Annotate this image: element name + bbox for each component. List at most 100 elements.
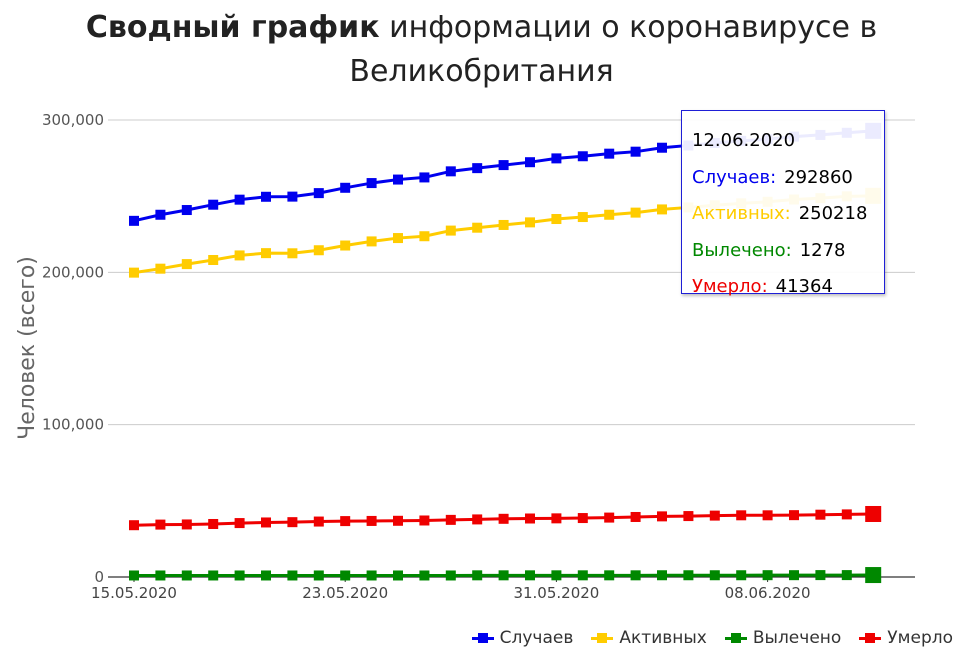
data-point[interactable] — [181, 259, 192, 270]
data-point[interactable] — [313, 516, 324, 527]
data-point[interactable] — [657, 204, 667, 215]
legend-item[interactable]: Случаев — [471, 628, 573, 648]
data-point[interactable] — [208, 254, 219, 265]
data-point[interactable] — [287, 191, 298, 202]
data-point[interactable] — [287, 517, 298, 528]
data-point[interactable] — [789, 570, 799, 581]
data-point[interactable] — [445, 514, 456, 525]
data-point[interactable] — [234, 194, 245, 205]
data-point[interactable] — [551, 570, 562, 581]
data-point[interactable] — [313, 570, 324, 581]
data-point[interactable] — [366, 515, 377, 526]
data-point[interactable] — [366, 570, 377, 581]
data-point[interactable] — [498, 570, 509, 581]
data-point[interactable] — [841, 509, 852, 520]
data-point[interactable] — [472, 514, 483, 525]
data-point[interactable] — [683, 511, 694, 522]
data-point[interactable] — [419, 515, 430, 526]
data-point[interactable] — [525, 513, 535, 524]
data-point[interactable] — [815, 509, 826, 520]
data-point[interactable] — [155, 519, 166, 530]
data-point[interactable] — [630, 511, 641, 522]
data-point[interactable] — [683, 570, 694, 581]
data-point[interactable] — [604, 512, 615, 523]
data-point[interactable] — [155, 263, 166, 274]
data-point[interactable] — [630, 146, 641, 157]
data-point[interactable] — [736, 510, 747, 521]
data-point[interactable] — [472, 222, 483, 233]
data-point[interactable] — [366, 178, 377, 189]
data-point[interactable] — [208, 570, 219, 581]
data-point[interactable] — [208, 199, 219, 210]
data-point[interactable] — [498, 219, 509, 230]
data-point[interactable] — [313, 188, 324, 199]
data-point[interactable] — [577, 212, 588, 223]
data-point[interactable] — [445, 570, 456, 581]
data-point[interactable] — [577, 151, 588, 162]
data-point[interactable] — [155, 570, 166, 581]
data-point[interactable] — [498, 513, 509, 524]
data-point[interactable] — [709, 510, 720, 521]
data-point[interactable] — [630, 207, 641, 218]
data-point[interactable] — [313, 245, 324, 256]
data-point[interactable] — [551, 153, 562, 164]
data-point[interactable] — [340, 182, 351, 193]
legend-item[interactable]: Умерло — [859, 628, 953, 648]
data-point[interactable] — [657, 511, 667, 522]
data-point[interactable] — [261, 191, 271, 202]
data-point[interactable] — [181, 519, 192, 530]
data-point[interactable] — [261, 517, 271, 528]
data-point[interactable] — [181, 570, 192, 581]
data-point[interactable] — [129, 570, 139, 581]
data-point[interactable] — [234, 518, 245, 529]
data-point[interactable] — [261, 570, 271, 581]
data-point[interactable] — [604, 209, 615, 220]
data-point[interactable] — [287, 570, 298, 581]
legend-item[interactable]: Вылечено — [724, 628, 841, 648]
data-point[interactable] — [736, 570, 747, 581]
data-point[interactable] — [234, 570, 245, 581]
data-point[interactable] — [261, 248, 271, 259]
data-point[interactable] — [551, 214, 562, 225]
data-point[interactable] — [129, 267, 139, 278]
data-point[interactable] — [472, 570, 483, 581]
data-point[interactable] — [577, 513, 588, 524]
data-point[interactable] — [762, 510, 773, 521]
data-point[interactable] — [657, 570, 667, 581]
data-point[interactable] — [577, 570, 588, 581]
data-point[interactable] — [340, 570, 351, 581]
data-point[interactable] — [129, 520, 139, 531]
data-point[interactable] — [393, 233, 403, 244]
data-point[interactable] — [525, 217, 535, 228]
data-point[interactable] — [419, 231, 430, 242]
data-point[interactable] — [393, 515, 403, 526]
data-point[interactable] — [841, 570, 852, 581]
data-point[interactable] — [129, 215, 139, 226]
data-point[interactable] — [789, 510, 799, 521]
data-point[interactable] — [525, 157, 535, 168]
data-point[interactable] — [445, 225, 456, 236]
data-point[interactable] — [630, 570, 641, 581]
data-point[interactable] — [234, 250, 245, 261]
data-point[interactable] — [340, 516, 351, 527]
data-point[interactable] — [815, 570, 826, 581]
data-point[interactable] — [498, 160, 509, 171]
data-point[interactable] — [762, 570, 773, 581]
data-point[interactable] — [445, 166, 456, 177]
data-point[interactable] — [709, 570, 720, 581]
data-point[interactable] — [865, 505, 882, 522]
data-point[interactable] — [155, 209, 166, 220]
legend-item[interactable]: Активных — [591, 628, 707, 648]
data-point[interactable] — [604, 570, 615, 581]
data-point[interactable] — [657, 142, 667, 153]
data-point[interactable] — [393, 570, 403, 581]
data-point[interactable] — [366, 236, 377, 247]
data-point[interactable] — [287, 248, 298, 259]
data-point[interactable] — [551, 513, 562, 524]
data-point[interactable] — [525, 570, 535, 581]
data-point[interactable] — [472, 163, 483, 174]
data-point[interactable] — [419, 172, 430, 183]
data-point[interactable] — [393, 174, 403, 185]
data-point[interactable] — [208, 518, 219, 529]
data-point[interactable] — [604, 148, 615, 159]
